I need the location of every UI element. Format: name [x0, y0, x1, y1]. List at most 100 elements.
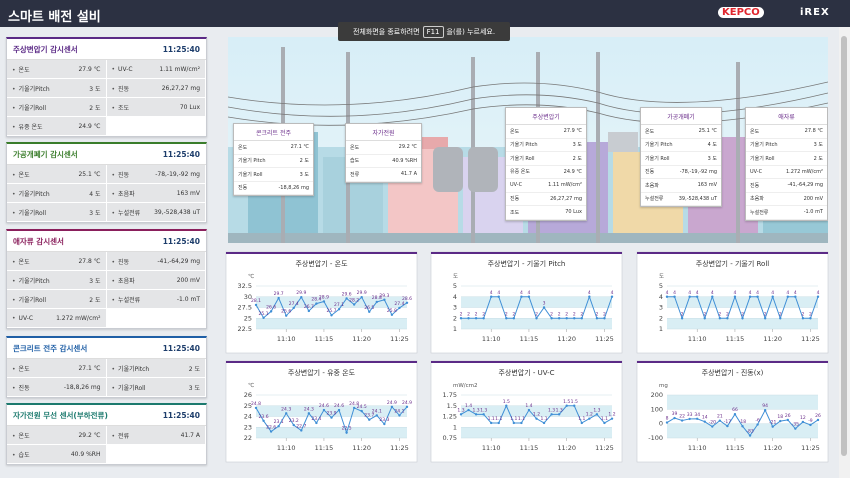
sensor-cell: 기울기Pitch 3 도 — [7, 271, 107, 289]
sensor-label: 초음파 — [112, 276, 135, 285]
data-label: -35 — [792, 422, 799, 428]
scene-row: 누설전류 -1.0 mT — [746, 206, 827, 220]
scene-value: 1.11 mW/cm² — [548, 182, 582, 189]
data-label: 1.1 — [540, 416, 547, 422]
sensor-label: 기울기Pitch — [12, 189, 50, 198]
data-point — [703, 317, 706, 320]
scene-value: 29.2 ℃ — [398, 144, 417, 151]
chart-title: 주상변압기 - 기울기 Roll — [696, 259, 769, 268]
data-label: 25.8 — [387, 308, 397, 314]
data-point — [490, 295, 493, 298]
scene-value: 39,-528,438 uT — [678, 195, 717, 202]
scene-row: 온도 27.9 ℃ — [506, 125, 586, 139]
scene-overlay: 콘크리트 전주 온도 27.1 ℃ 기울기 Pitch 2 도 기울기 Roll 3 도 진동… — [228, 37, 828, 243]
data-point — [603, 317, 606, 320]
data-point — [711, 425, 714, 428]
data-label: 2 — [681, 311, 684, 317]
data-point — [535, 317, 538, 320]
x-tick-label: 11:15 — [726, 335, 745, 343]
x-tick-label: 11:20 — [763, 335, 782, 343]
data-label: 24.3 — [281, 406, 291, 412]
scene-label: 누설전류 — [645, 196, 664, 203]
data-point — [557, 317, 561, 320]
x-tick-label: 11:25 — [801, 335, 820, 343]
sensor-label: 진동 — [12, 383, 30, 392]
data-label: 39 — [672, 411, 678, 417]
y-tick-label: 22.5 — [238, 325, 252, 333]
sensor-cell: 진동 -78,-19,-92 mg — [106, 165, 206, 183]
data-point — [360, 409, 363, 413]
scene-row: 진동 -41,-64,29 mg — [746, 179, 827, 193]
data-label: 4 — [734, 290, 737, 296]
y-tick-label: 100 — [651, 405, 663, 413]
data-point — [794, 427, 797, 430]
data-point — [565, 317, 568, 320]
data-label: 2 — [565, 311, 568, 317]
scene-card-title: 가공개폐기 — [641, 108, 721, 125]
data-label: 2 — [809, 311, 812, 317]
scene-label: 온도 — [510, 128, 520, 135]
data-label: 29.6 — [342, 291, 352, 297]
data-point — [703, 420, 706, 423]
scene-row: 온도 27.1 ℃ — [234, 141, 313, 155]
data-label: 2 — [718, 311, 721, 317]
scene-label: 습도 — [350, 158, 360, 165]
sensor-label: 누설전류 — [112, 295, 140, 304]
data-label: 26.5 — [364, 305, 374, 311]
x-tick-label: 11:15 — [520, 444, 539, 452]
sensor-row: 기울기Roll 3 도 누설전류 39,-528,438 uT — [7, 203, 206, 222]
sensor-label: UV-C — [112, 66, 133, 73]
y-tick-label: 5 — [659, 282, 663, 290]
scene-row: 기울기 Pitch 4 도 — [641, 139, 721, 152]
sensor-value: -18,8,26 mg — [63, 383, 101, 391]
data-label: 4 — [528, 290, 531, 296]
x-tick-label: 11:25 — [801, 444, 820, 452]
card-title: 콘크리트 전주 감시센서 — [13, 343, 88, 353]
data-label: 22.6 — [266, 425, 276, 431]
data-point — [337, 408, 341, 412]
data-point — [711, 295, 714, 298]
y-tick-label: 4 — [453, 293, 457, 301]
data-point — [383, 422, 386, 426]
data-point — [482, 413, 485, 416]
scene-row: 진동 26,27,27 mg — [506, 193, 586, 206]
sensor-cell: 유중 온도 24.9 ℃ — [7, 117, 107, 135]
data-label: -20 — [709, 420, 716, 426]
data-point — [490, 421, 493, 425]
data-point — [405, 405, 409, 409]
scene-label: 기울기 Roll — [645, 155, 670, 162]
scene-row: 유중 온도 24.9 ℃ — [506, 166, 586, 179]
data-label: 22.7 — [296, 423, 306, 429]
data-label: 1.1 — [488, 416, 495, 422]
scene-row: 초음파 163 mV — [641, 179, 721, 193]
data-label: 24.3 — [304, 406, 314, 412]
data-label: 23.9 — [326, 411, 336, 417]
data-label: 1.1 — [495, 416, 502, 422]
grid-band — [667, 296, 818, 308]
data-point — [383, 298, 386, 301]
data-point — [665, 421, 669, 424]
sensor-label: 온도 — [12, 170, 30, 179]
app-title: 스마트 배전 설비 — [8, 10, 101, 25]
scene-card-title: 자가전원 — [346, 124, 421, 141]
data-label: 2 — [595, 311, 598, 317]
y-tick-label: 1 — [453, 325, 457, 333]
data-point — [254, 406, 258, 410]
scene-label: 기울기 Pitch — [645, 142, 673, 149]
logo: iREX — [800, 7, 830, 18]
data-point — [771, 425, 774, 428]
scene-label: 진동 — [238, 185, 248, 192]
data-label: 4 — [520, 290, 523, 296]
data-label: 4 — [497, 290, 500, 296]
scrollbar-thumb[interactable] — [841, 36, 847, 456]
y-unit: mW/cm2 — [453, 383, 478, 389]
logo: KEPCO — [718, 7, 764, 18]
data-point — [285, 314, 288, 317]
data-label: 1.1 — [578, 416, 585, 422]
data-label: 24.1 — [372, 408, 382, 414]
card-title: 주상변압기 감시센서 — [13, 44, 78, 54]
sensor-cell: 초음파 200 mV — [106, 271, 206, 289]
scene-label: UV-C — [750, 168, 763, 175]
y-tick-label: 30 — [244, 293, 252, 301]
data-point — [665, 295, 669, 298]
